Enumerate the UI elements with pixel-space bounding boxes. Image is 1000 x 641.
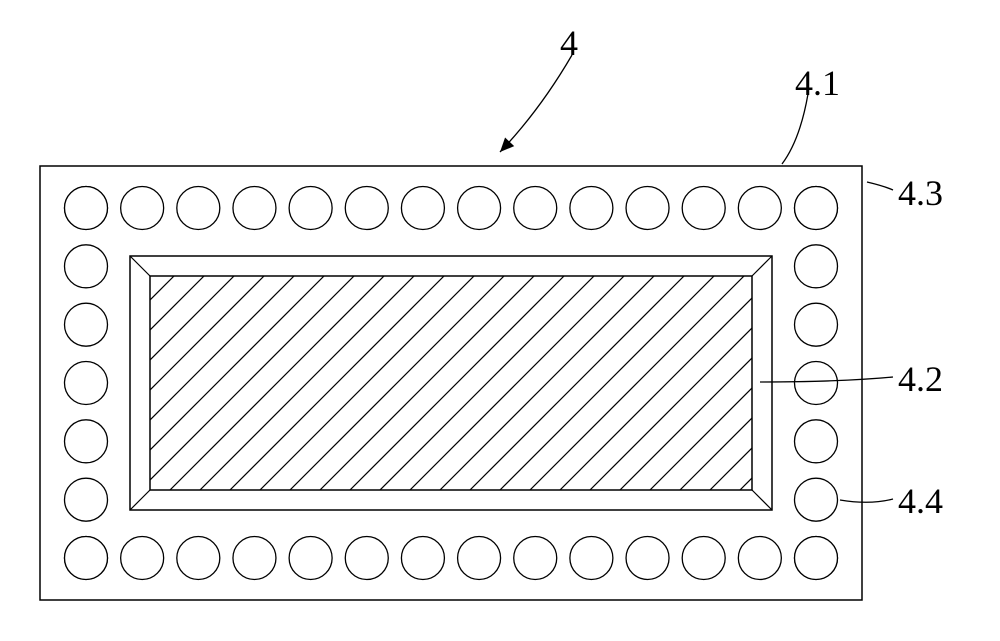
diagram-canvas [0,0,1000,641]
label-4: 4 [560,22,578,64]
label-4-3: 4.3 [898,172,943,214]
label-4-1: 4.1 [795,62,840,104]
label-4-4: 4.4 [898,480,943,522]
label-4-2: 4.2 [898,358,943,400]
